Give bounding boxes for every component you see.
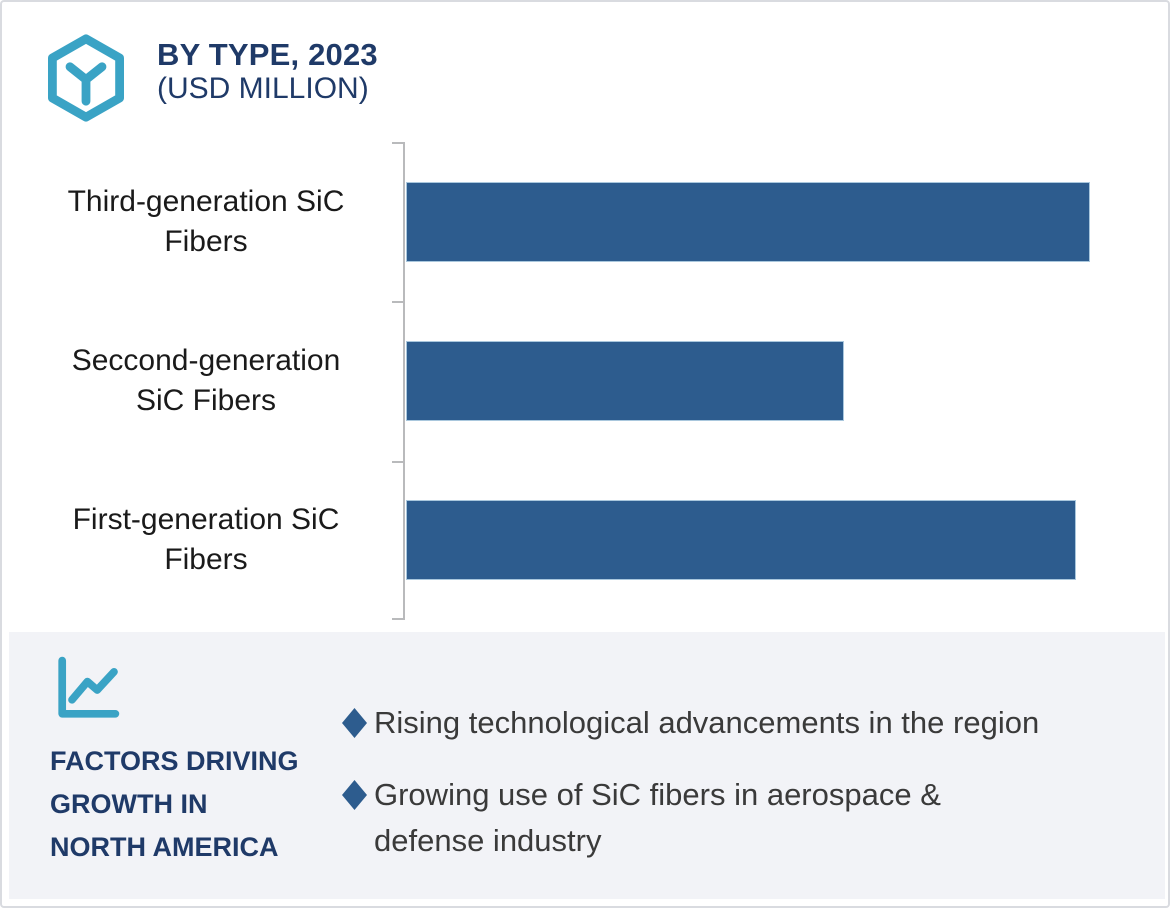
category-axis-line bbox=[403, 142, 405, 620]
chart-title-line2: (USD MILLION) bbox=[157, 72, 369, 105]
factors-heading-line: GROWTH IN bbox=[50, 789, 208, 819]
category-label: Third-generation SiC Fibers bbox=[20, 176, 392, 268]
category-label-line: First-generation SiC bbox=[72, 503, 340, 536]
axis-tick bbox=[392, 618, 404, 620]
chart-title-line1: BY TYPE, 2023 bbox=[157, 37, 378, 72]
line-chart-icon bbox=[58, 656, 120, 718]
category-label-line: Third-generation SiC bbox=[67, 185, 345, 218]
bar-1 bbox=[406, 182, 1090, 262]
axis-tick bbox=[392, 142, 404, 144]
diamond-icon bbox=[342, 708, 367, 738]
factor-bullet-text: Growing use of SiC fibers in aerospace &… bbox=[374, 777, 941, 858]
category-label: First-generation SiC Fibers bbox=[20, 494, 392, 586]
hexagon-cube-icon bbox=[48, 34, 125, 122]
axis-tick bbox=[392, 461, 404, 463]
factors-heading: FACTORS DRIVING GROWTH IN NORTH AMERICA bbox=[50, 740, 299, 869]
category-label-line: Fibers bbox=[164, 225, 248, 258]
factor-bullet-text: Rising technological advancements in the… bbox=[374, 705, 1040, 740]
chart-title: BY TYPE, 2023 (USD MILLION) bbox=[157, 38, 378, 106]
category-label-line: SiC Fibers bbox=[135, 384, 277, 417]
category-label: Seccond-generation SiC Fibers bbox=[20, 335, 392, 427]
category-label-line: Seccond-generation bbox=[71, 344, 341, 377]
category-label-line: Fibers bbox=[164, 543, 248, 576]
axis-tick bbox=[392, 301, 404, 303]
factors-panel: FACTORS DRIVING GROWTH IN NORTH AMERICA Ri… bbox=[9, 632, 1165, 899]
diamond-icon bbox=[342, 780, 367, 810]
factors-heading-line: NORTH AMERICA bbox=[50, 832, 279, 862]
bar-2 bbox=[406, 341, 844, 421]
factors-heading-line: FACTORS DRIVING bbox=[50, 746, 299, 776]
factors-bullet-list: Rising technological advancements in the… bbox=[342, 700, 1102, 890]
bar-3 bbox=[406, 500, 1076, 580]
factor-bullet: Rising technological advancements in the… bbox=[342, 700, 1042, 746]
factor-bullet: Growing use of SiC fibers in aerospace &… bbox=[342, 772, 1042, 864]
